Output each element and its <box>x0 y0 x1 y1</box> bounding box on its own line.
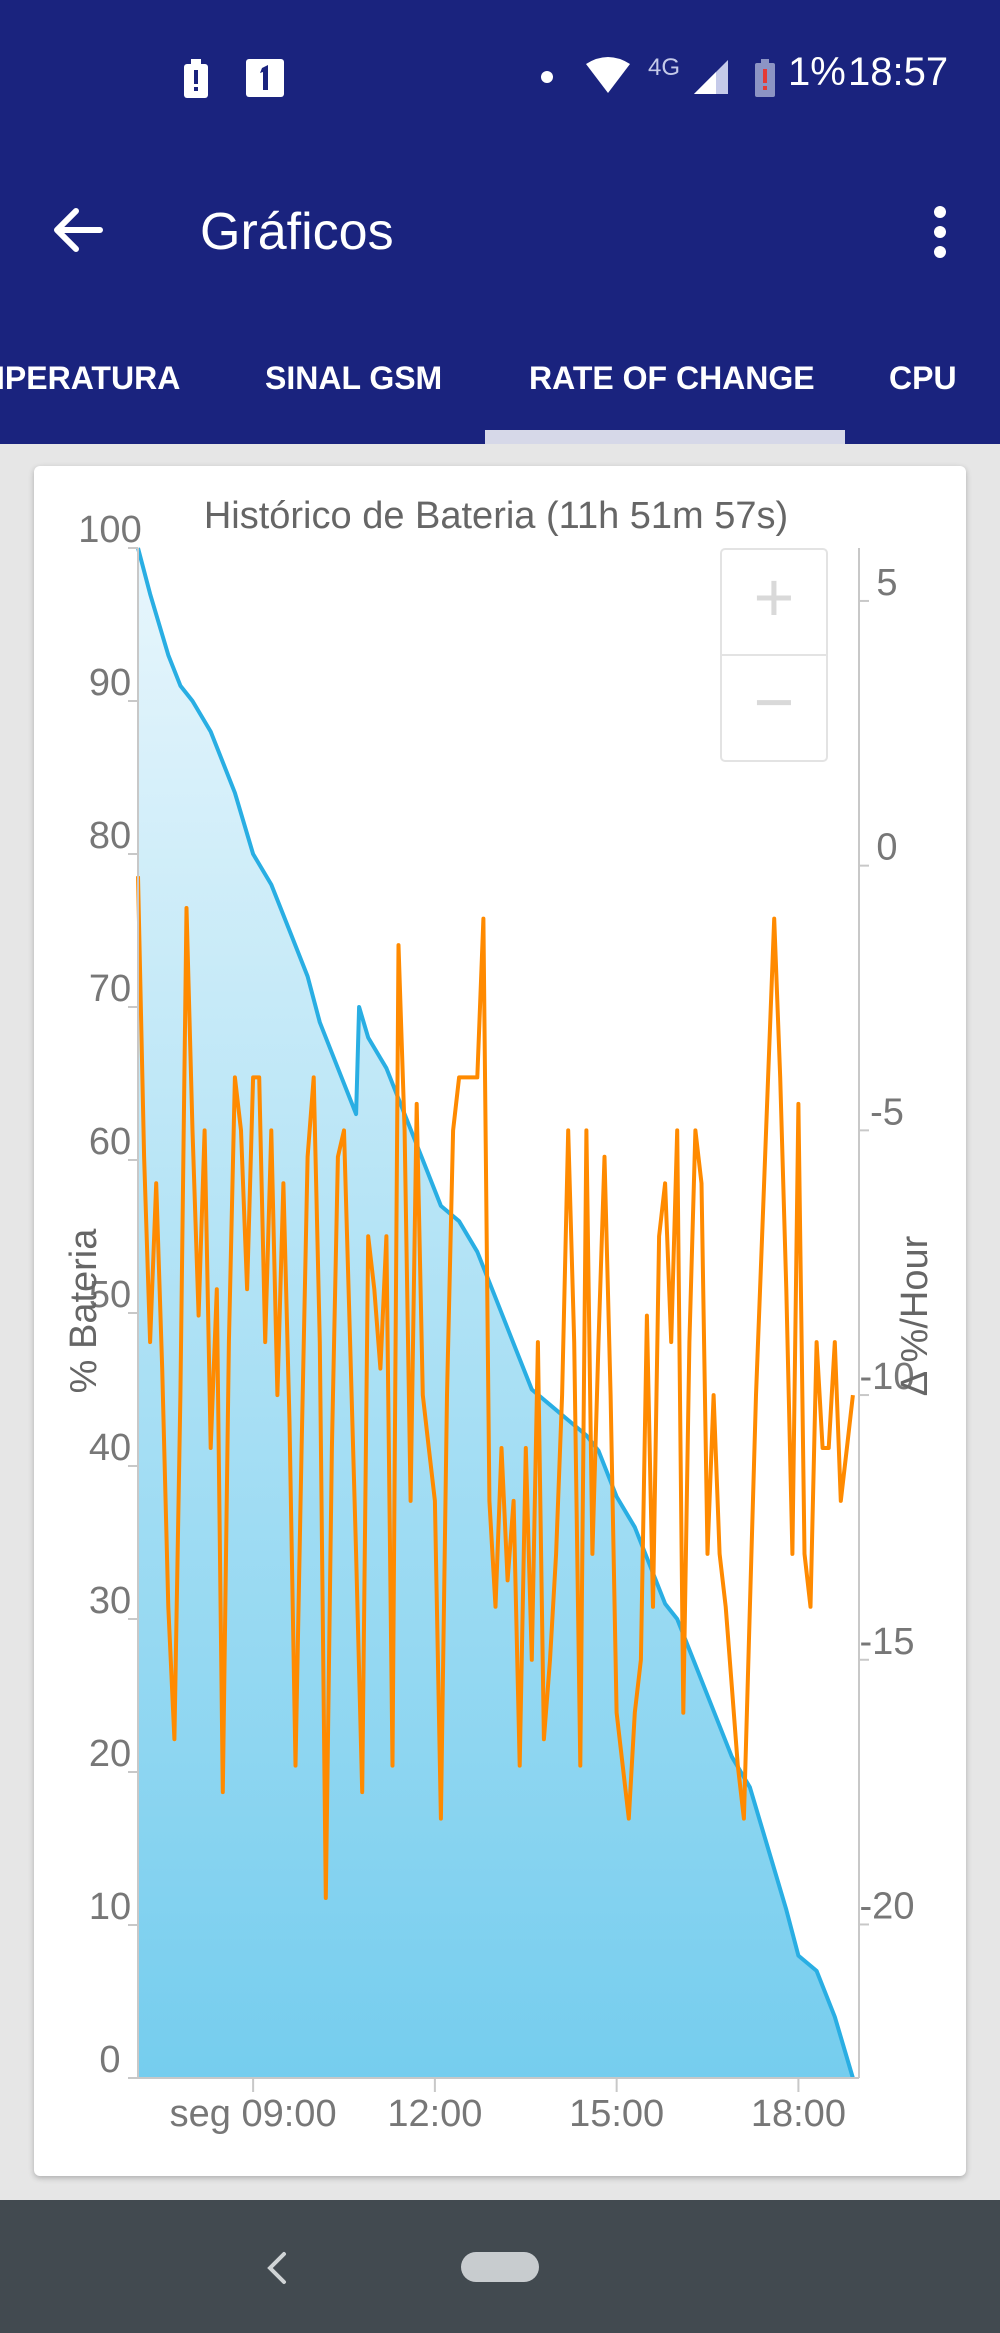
tab-indicator <box>485 430 845 444</box>
chart-title: Histórico de Bateria (11h 51m 57s) <box>204 495 788 537</box>
rate-series-line <box>136 876 855 1900</box>
y-tick-label: 100 <box>78 509 141 551</box>
battery-area-fill <box>138 548 853 2078</box>
y-tick-label: 70 <box>89 968 131 1010</box>
y-tick-label: 20 <box>89 1733 131 1775</box>
y-tick-label: 10 <box>89 1886 131 1928</box>
arrow-back-icon[interactable] <box>46 198 110 262</box>
y-axis-label: % Bateria <box>63 1228 105 1394</box>
wifi-icon <box>586 57 630 93</box>
tab-temperatura[interactable]: IPERATURA <box>0 360 181 396</box>
y-tick-label: 40 <box>89 1427 131 1469</box>
cell-signal-icon <box>694 60 728 94</box>
zoom-in-label: + <box>754 558 795 636</box>
tab-cpu[interactable]: CPU <box>889 360 957 396</box>
x-tick-label: seg 09:00 <box>170 2093 337 2135</box>
status-time: 18:57 <box>848 50 949 94</box>
navigation-bar <box>0 2200 1000 2333</box>
tab-sinal-gsm[interactable]: SINAL GSM <box>265 360 443 396</box>
page-title: Gráficos <box>200 203 394 261</box>
y2-tick-label: -5 <box>870 1091 904 1133</box>
y2-tick-label: -20 <box>860 1885 915 1927</box>
x-tick-label: 15:00 <box>569 2093 664 2135</box>
status-bar: 4G 1% 18:57 <box>0 0 1000 150</box>
nav-back-icon[interactable] <box>262 2250 294 2286</box>
y2-tick-label: 5 <box>876 562 897 604</box>
y2-axis-label: Δ %/Hour <box>894 1235 936 1396</box>
app-bar: 4G 1% 18:57 Gráficos IPERATURA SINAL GSM… <box>0 0 1000 444</box>
y-tick-label: 60 <box>89 1121 131 1163</box>
y-tick-label: 50 <box>89 1274 131 1316</box>
notification-dot-icon <box>541 71 553 83</box>
battery-alert-icon <box>184 59 208 98</box>
tab-rate-of-change[interactable]: RATE OF CHANGE <box>529 360 815 396</box>
y-tick-label: 80 <box>89 815 131 857</box>
x-tick-label: 18:00 <box>751 2093 846 2135</box>
x-tick-label: 12:00 <box>387 2093 482 2135</box>
network-type-label: 4G <box>648 54 681 81</box>
y-tick-label: 0 <box>99 2039 120 2081</box>
zoom-out-label: − <box>754 663 795 741</box>
y2-tick-label: 0 <box>876 827 897 869</box>
zoom-controls: + − <box>720 548 828 762</box>
chart-card: 0 10 20 30 40 50 60 70 80 90 100 5 0 -5 -10 -15 -20 seg 0… <box>34 466 966 2176</box>
y2-tick-label: -15 <box>860 1621 915 1663</box>
more-vertical-icon[interactable] <box>920 200 960 264</box>
y-tick-label: 90 <box>89 662 131 704</box>
battery-percent: 1% <box>788 50 846 94</box>
tab-bar: IPERATURA SINAL GSM RATE OF CHANGE CPU <box>0 340 1000 444</box>
y2-tick-label: -10 <box>860 1356 915 1398</box>
sim-one-icon <box>246 59 284 97</box>
nav-home-button[interactable] <box>461 2252 539 2282</box>
battery-icon <box>755 59 775 97</box>
y-tick-label: 30 <box>89 1580 131 1622</box>
